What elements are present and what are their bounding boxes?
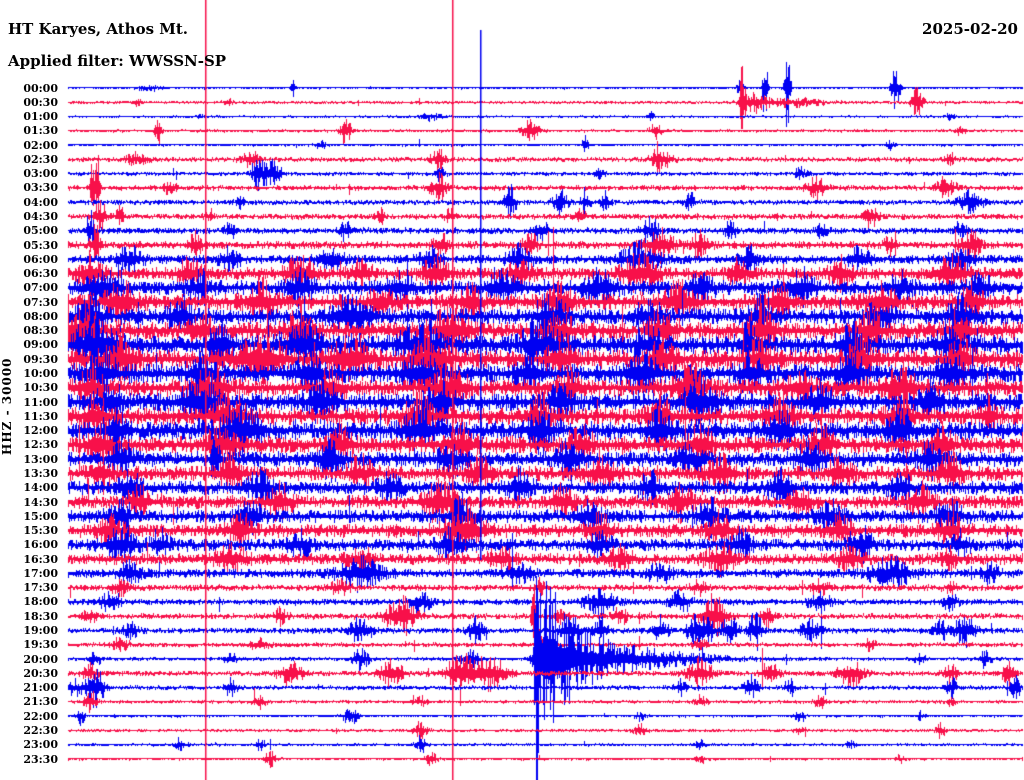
time-label-1300: 13:00 [23,453,58,466]
time-label-0430: 04:30 [23,210,58,223]
time-label-1330: 13:30 [23,467,58,480]
time-label-1600: 16:00 [23,538,58,551]
time-label-0730: 07:30 [23,296,58,309]
time-label-0400: 04:00 [23,196,58,209]
time-label-0230: 02:30 [23,153,58,166]
time-label-0300: 03:00 [23,167,58,180]
time-label-2000: 20:00 [23,653,58,666]
station-title: HT Karyes, Athos Mt. [8,20,188,38]
time-label-1700: 17:00 [23,567,58,580]
time-label-1200: 12:00 [23,424,58,437]
time-label-0600: 06:00 [23,253,58,266]
time-label-1500: 15:00 [23,510,58,523]
time-label-0700: 07:00 [23,281,58,294]
time-label-1730: 17:30 [23,581,58,594]
time-label-2230: 22:30 [23,724,58,737]
time-label-2330: 23:30 [23,753,58,766]
time-label-2030: 20:30 [23,667,58,680]
time-label-1400: 14:00 [23,481,58,494]
time-label-2100: 21:00 [23,681,58,694]
time-label-1530: 15:30 [23,524,58,537]
time-label-0930: 09:30 [23,353,58,366]
time-label-1830: 18:30 [23,610,58,623]
time-label-0630: 06:30 [23,267,58,280]
time-label-0200: 02:00 [23,139,58,152]
time-label-0100: 01:00 [23,110,58,123]
time-label-1630: 16:30 [23,553,58,566]
time-label-0800: 08:00 [23,310,58,323]
time-label-0900: 09:00 [23,338,58,351]
time-label-1230: 12:30 [23,438,58,451]
time-label-0830: 08:30 [23,324,58,337]
time-label-1430: 14:30 [23,496,58,509]
time-label-2130: 21:30 [23,695,58,708]
date-label: 2025-02-20 [922,20,1018,38]
time-label-1100: 11:00 [23,396,58,409]
time-label-1900: 19:00 [23,624,58,637]
time-label-1800: 18:00 [23,595,58,608]
time-label-1130: 11:30 [23,410,58,423]
time-label-0330: 03:30 [23,181,58,194]
time-label-1000: 10:00 [23,367,58,380]
time-label-1030: 10:30 [23,381,58,394]
time-label-0500: 05:00 [23,224,58,237]
time-label-2300: 23:00 [23,738,58,751]
time-label-0030: 00:30 [23,96,58,109]
time-label-1930: 19:30 [23,638,58,651]
time-label-0130: 01:30 [23,124,58,137]
time-label-2200: 22:00 [23,710,58,723]
time-label-0000: 00:00 [23,82,58,95]
applied-filter-label: Applied filter: WWSSN-SP [8,52,227,70]
time-label-0530: 05:30 [23,239,58,252]
